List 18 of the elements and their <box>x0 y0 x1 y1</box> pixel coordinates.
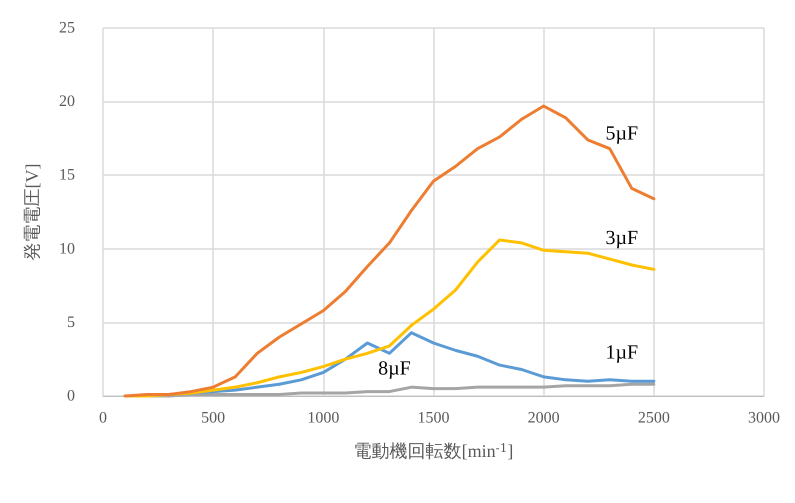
series-label: 3µF <box>605 226 638 249</box>
x-tick-label: 1500 <box>418 410 450 426</box>
y-tick-label: 5 <box>67 314 75 331</box>
x-tick-label: 1000 <box>307 410 340 426</box>
series-label: 5µF <box>605 122 638 144</box>
x-tick-label: 2500 <box>638 410 670 426</box>
y-tick-label: 20 <box>59 93 75 110</box>
x-tick-label: 500 <box>201 410 226 426</box>
y-axis-title: 発電電圧[V] <box>22 164 42 260</box>
series-label: 8µF <box>378 358 411 380</box>
x-tick-label: 2000 <box>528 410 560 426</box>
series-label: 1µF <box>605 341 638 364</box>
y-tick-label: 0 <box>67 388 75 404</box>
y-tick-label: 25 <box>59 20 75 36</box>
y-tick-label: 10 <box>59 240 75 258</box>
y-tick-label: 15 <box>59 166 75 184</box>
x-tick-label: 3000 <box>748 410 780 426</box>
x-tick-label: 0 <box>99 410 107 426</box>
